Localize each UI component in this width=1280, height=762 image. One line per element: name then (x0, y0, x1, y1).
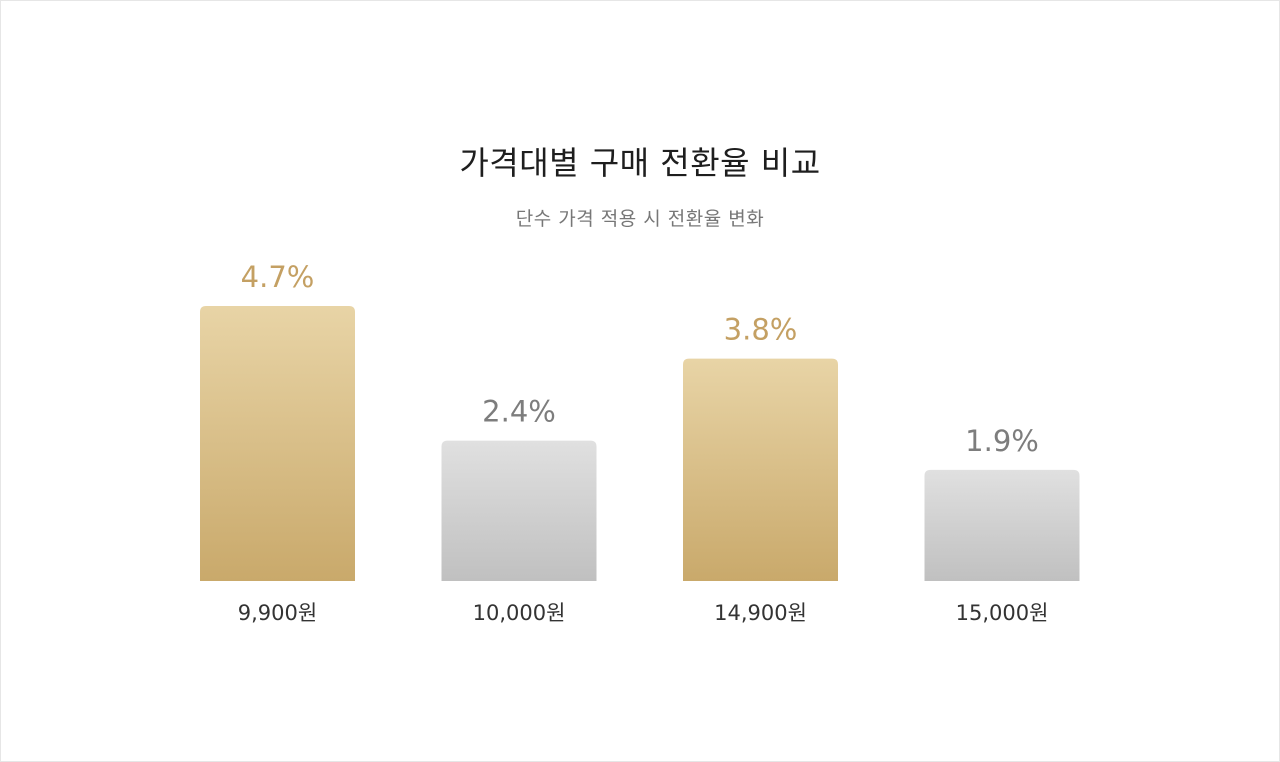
data-label: 2.4% (482, 395, 556, 429)
bar (683, 358, 838, 581)
chart-subtitle: 단수 가격 적용 시 전환율 변화 (515, 208, 765, 230)
bar-group: 3.8% 14,900원 (683, 313, 838, 625)
bar (441, 440, 597, 581)
category-label: 14,900원 (714, 601, 807, 625)
bar-group: 4.7% 9,900원 (200, 260, 355, 625)
category-label: 15,000원 (956, 601, 1049, 625)
chart-title: 가격대별 구매 전환율 비교 (459, 144, 821, 182)
bars-layer: 4.7% 9,900원 2.4% 10,000원 3.8% 14,900원 1.9% 15,0… (200, 260, 1080, 625)
category-label: 10,000원 (473, 601, 566, 625)
bar-group: 1.9% 15,000원 (924, 424, 1080, 625)
data-label: 3.8% (724, 313, 798, 347)
data-label: 1.9% (965, 424, 1039, 458)
category-label: 9,900원 (238, 601, 317, 625)
bar-group: 2.4% 10,000원 (441, 395, 597, 625)
bar (200, 306, 355, 581)
data-label: 4.7% (241, 260, 315, 294)
bar (924, 469, 1080, 581)
